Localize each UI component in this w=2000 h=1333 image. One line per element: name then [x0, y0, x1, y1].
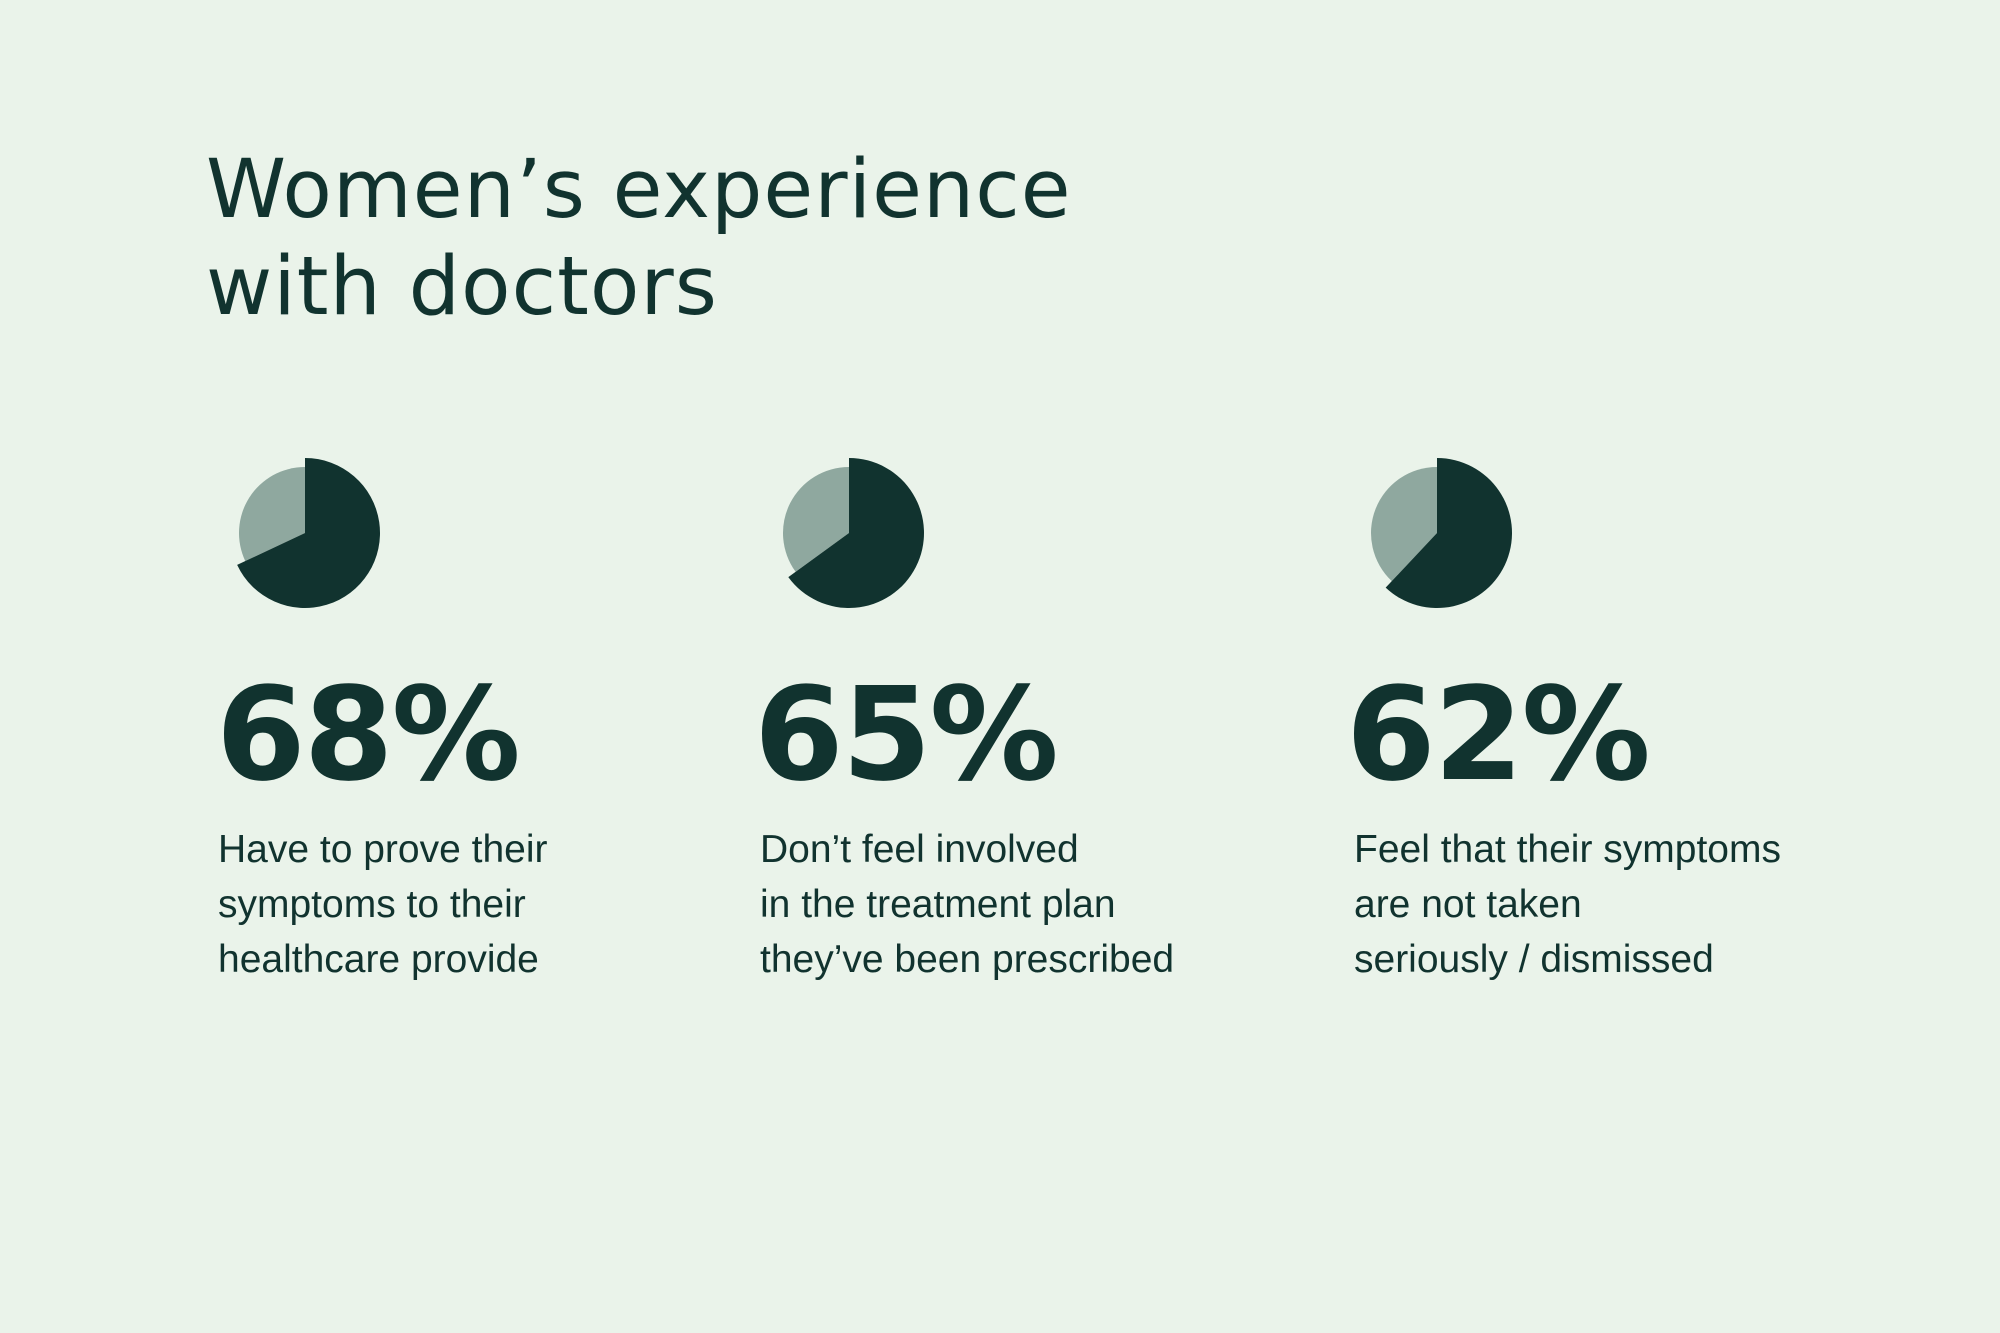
pie-chart	[782, 458, 924, 608]
stat-description-line: seriously / dismissed	[1354, 938, 1714, 981]
stat-description-line: Don’t feel involved	[760, 828, 1079, 871]
chart-title-line: with doctors	[206, 240, 718, 334]
pie-chart	[1371, 458, 1513, 608]
chart-title-line: Women’s experience	[206, 143, 1072, 237]
stat-description-line: they’ve been prescribed	[760, 938, 1175, 981]
stat-description-line: symptoms to their	[218, 883, 526, 926]
stat-percentage: 65%	[754, 660, 1059, 810]
stat-description-line: Have to prove their	[218, 828, 548, 871]
stat-description: Don’t feel involved in the treatment pla…	[760, 822, 1174, 987]
pie-chart	[237, 458, 381, 608]
stat-description-line: healthcare provide	[218, 938, 539, 981]
stat-description-line: Feel that their symptoms	[1354, 828, 1781, 871]
stat-description-line: are not taken	[1354, 883, 1582, 926]
pie-slice-remainder	[1371, 467, 1437, 582]
stat-description-line: in the treatment plan	[760, 883, 1116, 926]
chart-title: Women’s experience with doctors	[206, 142, 1206, 336]
stat-percentage: 68%	[216, 660, 521, 810]
stat-description: Have to prove their symptoms to their he…	[218, 822, 548, 987]
stat-description: Feel that their symptoms are not taken s…	[1354, 822, 1781, 987]
pie-slice-value	[1385, 458, 1513, 608]
stat-percentage: 62%	[1346, 660, 1651, 810]
pie-slice-value	[237, 458, 381, 608]
pie-slice-remainder	[782, 467, 849, 572]
pie-slice-remainder	[238, 467, 305, 562]
pie-slice-value	[788, 458, 924, 608]
